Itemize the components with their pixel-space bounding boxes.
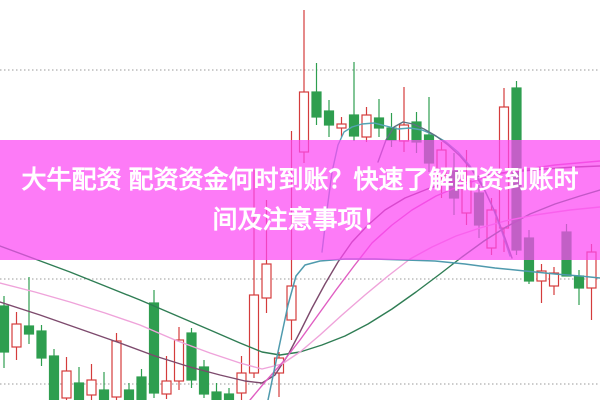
candle bbox=[536, 264, 547, 303]
candle-body-down bbox=[573, 275, 585, 289]
candle bbox=[61, 357, 72, 400]
candle-body-down bbox=[23, 325, 35, 335]
candle bbox=[73, 367, 85, 400]
candle-body-up bbox=[398, 124, 410, 142]
candle bbox=[123, 383, 135, 400]
candle bbox=[36, 325, 47, 366]
candle-body-up bbox=[336, 123, 347, 129]
candle bbox=[311, 63, 322, 125]
banner-headline-line1: 大牛配资 配资资金何时到账？快速了解配资到账时 bbox=[21, 166, 579, 194]
candle-body-down bbox=[0, 305, 10, 353]
candle-body-up bbox=[86, 379, 97, 396]
candle bbox=[211, 383, 222, 400]
candle-body-up bbox=[161, 380, 172, 395]
candle bbox=[86, 364, 97, 400]
candle bbox=[98, 372, 110, 400]
candle-body-down bbox=[186, 332, 197, 381]
candle-body-down bbox=[323, 110, 335, 126]
candle-body-down bbox=[136, 376, 147, 400]
candle bbox=[186, 328, 197, 388]
candle bbox=[223, 388, 235, 400]
candle-body-down bbox=[36, 330, 47, 359]
candle-body-up bbox=[173, 339, 185, 382]
candle-body-down bbox=[198, 366, 210, 395]
gridlines bbox=[0, 69, 600, 385]
candle bbox=[161, 356, 172, 399]
candle bbox=[136, 369, 147, 400]
candle-body-down bbox=[98, 389, 110, 400]
candle bbox=[23, 277, 35, 344]
candle-body-up bbox=[361, 114, 372, 138]
headline-banner: 大牛配资 配资资金何时到账？快速了解配资到账时 间及注意事项！ bbox=[0, 140, 600, 260]
candle-body-up bbox=[236, 372, 247, 394]
candle bbox=[0, 296, 10, 368]
candle-body-down bbox=[73, 382, 85, 400]
candle-body-up bbox=[286, 285, 297, 321]
candle-body-down bbox=[48, 355, 60, 400]
candle-body-up bbox=[536, 270, 547, 282]
candle bbox=[48, 349, 60, 400]
candle bbox=[548, 267, 560, 295]
candle bbox=[173, 327, 185, 390]
candle bbox=[148, 290, 160, 398]
candle-body-up bbox=[248, 294, 260, 374]
candle-body-down bbox=[148, 302, 160, 394]
candle bbox=[348, 62, 360, 141]
candle-body-down bbox=[123, 389, 135, 400]
candle bbox=[361, 107, 372, 142]
banner-headline-line2: 间及注意事项！ bbox=[212, 206, 388, 234]
candle-body-up bbox=[61, 370, 72, 399]
candle bbox=[111, 333, 122, 400]
candle-body-up bbox=[11, 323, 22, 348]
candle-body-up bbox=[261, 263, 272, 299]
candle bbox=[11, 312, 22, 360]
candle-body-up bbox=[111, 340, 122, 398]
candle-body-up bbox=[548, 272, 560, 287]
candle bbox=[336, 117, 347, 137]
candle-body-down bbox=[311, 91, 322, 118]
candle-body-down bbox=[223, 393, 235, 400]
candle-body-down bbox=[211, 391, 222, 400]
candle bbox=[323, 100, 335, 137]
candle bbox=[373, 99, 385, 137]
candle bbox=[198, 360, 210, 398]
